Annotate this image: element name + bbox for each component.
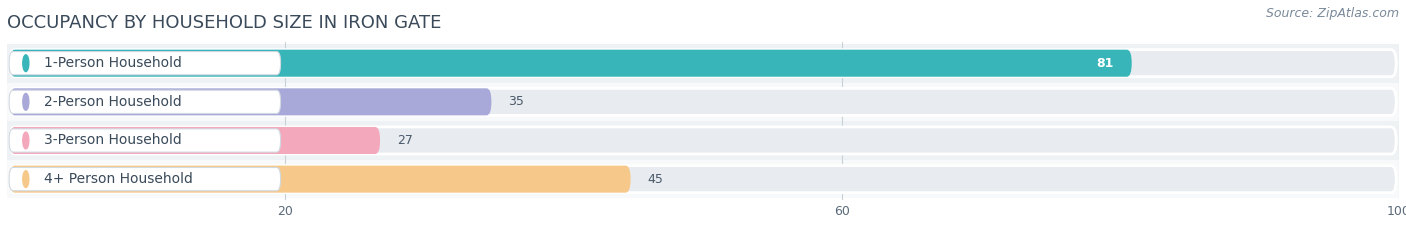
Bar	[7, 160, 1399, 199]
FancyBboxPatch shape	[10, 166, 1396, 193]
Text: OCCUPANCY BY HOUSEHOLD SIZE IN IRON GATE: OCCUPANCY BY HOUSEHOLD SIZE IN IRON GATE	[7, 14, 441, 32]
FancyBboxPatch shape	[10, 50, 1132, 77]
Text: 4+ Person Household: 4+ Person Household	[44, 172, 193, 186]
Text: 1-Person Household: 1-Person Household	[44, 56, 181, 70]
Circle shape	[22, 55, 30, 72]
FancyBboxPatch shape	[10, 50, 1396, 77]
FancyBboxPatch shape	[10, 166, 631, 193]
FancyBboxPatch shape	[10, 127, 1396, 154]
Circle shape	[22, 171, 30, 188]
FancyBboxPatch shape	[10, 88, 492, 115]
Text: 27: 27	[396, 134, 412, 147]
Circle shape	[22, 93, 30, 110]
Text: 45: 45	[647, 173, 664, 186]
Bar	[7, 121, 1399, 160]
FancyBboxPatch shape	[10, 88, 1396, 115]
Bar	[7, 82, 1399, 121]
Text: Source: ZipAtlas.com: Source: ZipAtlas.com	[1265, 7, 1399, 20]
Text: 3-Person Household: 3-Person Household	[44, 134, 181, 147]
FancyBboxPatch shape	[10, 127, 380, 154]
Text: 81: 81	[1097, 57, 1114, 70]
Circle shape	[22, 132, 30, 149]
FancyBboxPatch shape	[8, 129, 281, 152]
Bar	[7, 44, 1399, 82]
FancyBboxPatch shape	[8, 90, 281, 113]
Text: 35: 35	[508, 95, 524, 108]
FancyBboxPatch shape	[8, 168, 281, 191]
Text: 2-Person Household: 2-Person Household	[44, 95, 181, 109]
FancyBboxPatch shape	[8, 51, 281, 75]
